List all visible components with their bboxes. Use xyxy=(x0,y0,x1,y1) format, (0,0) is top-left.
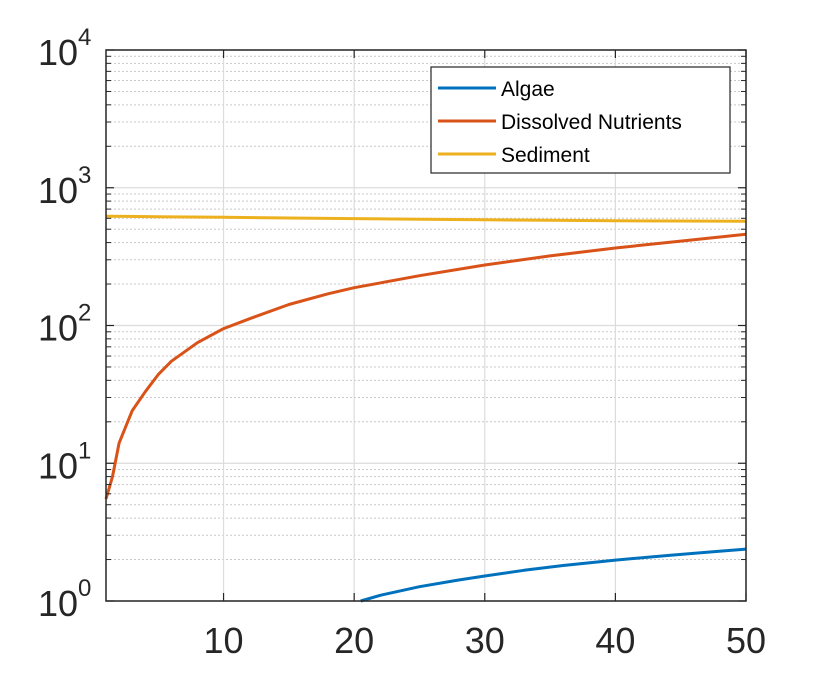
y-tick-exponent: 3 xyxy=(78,162,91,189)
series-layer xyxy=(104,214,747,603)
x-tick-label: 30 xyxy=(465,620,505,661)
y-tick-exponent: 0 xyxy=(78,575,91,602)
legend: Algae Dissolved Nutrients Sediment xyxy=(430,66,731,174)
series-line-dissolved-nutrients xyxy=(104,232,747,500)
x-tick-label: 40 xyxy=(595,620,635,661)
legend-label-dissolved-nutrients: Dissolved Nutrients xyxy=(501,111,682,134)
y-tick-label: 10 xyxy=(38,445,78,486)
y-tick-exponent: 2 xyxy=(78,300,91,327)
legend-label-sediment: Sediment xyxy=(501,144,590,167)
legend-label-algae: Algae xyxy=(501,78,555,101)
series-line-sediment xyxy=(105,214,747,223)
y-tick-exponent: 4 xyxy=(78,24,91,51)
y-tick-label: 10 xyxy=(38,170,78,211)
x-tick-label: 50 xyxy=(726,620,766,661)
x-axis-tick-labels: 10 20 30 40 50 xyxy=(204,620,766,661)
x-tick-label: 10 xyxy=(204,620,244,661)
y-tick-exponent: 1 xyxy=(78,437,91,464)
y-tick-label: 10 xyxy=(38,583,78,624)
y-tick-label: 10 xyxy=(38,32,78,73)
series-line-algae xyxy=(360,547,747,603)
x-tick-label: 20 xyxy=(334,620,374,661)
axis-ticks xyxy=(106,49,747,602)
y-tick-label: 10 xyxy=(38,308,78,349)
